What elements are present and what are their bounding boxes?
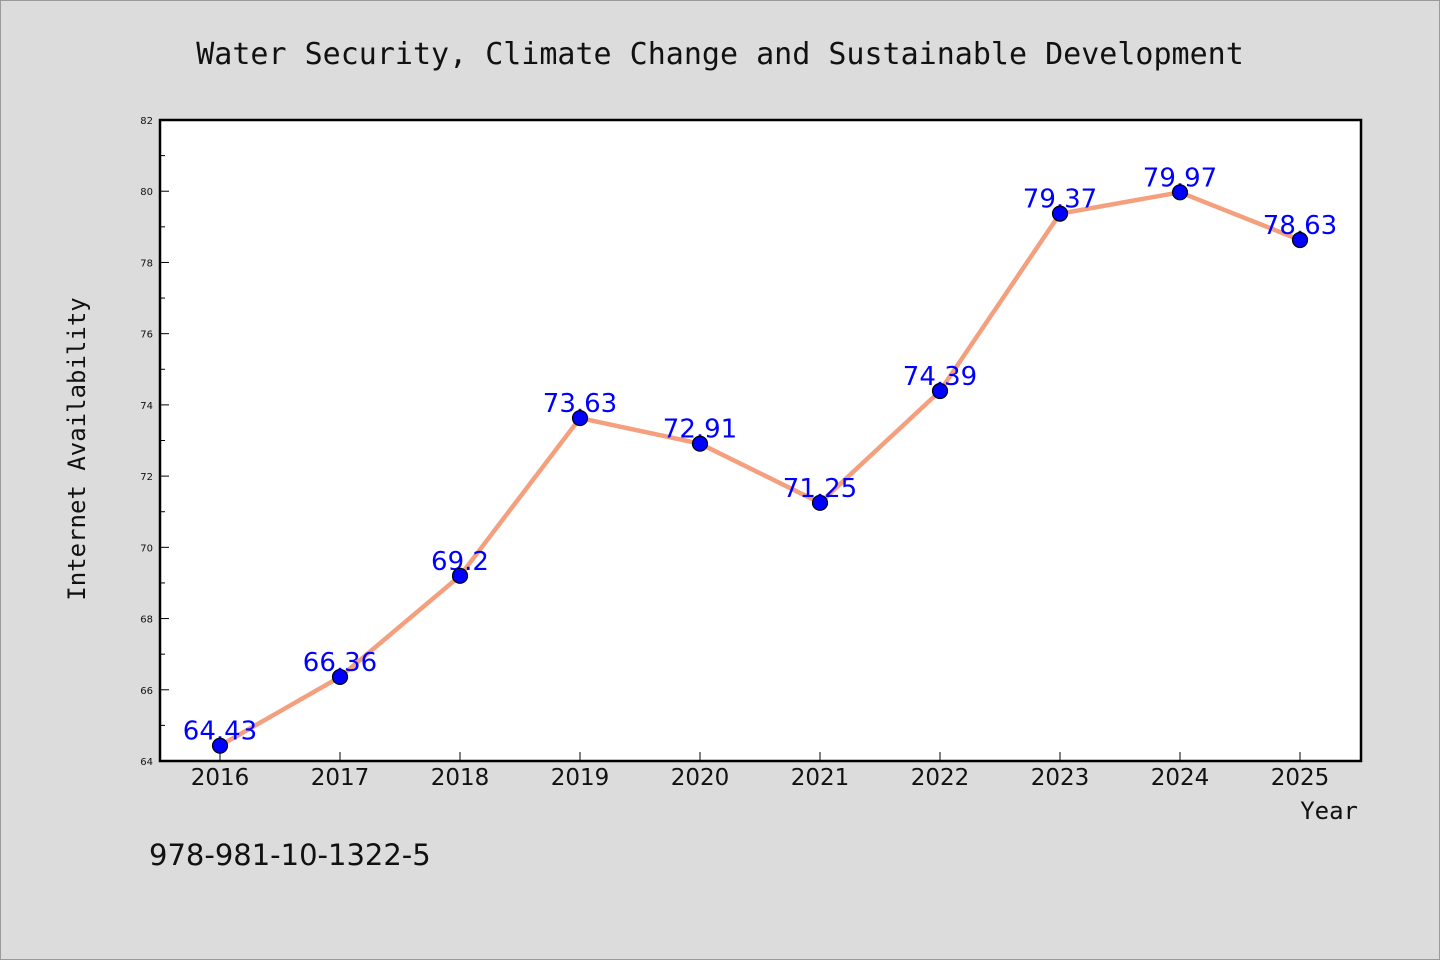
data-point (811, 494, 829, 511)
data-point (211, 737, 229, 754)
data-point (571, 409, 589, 427)
data-point (451, 567, 469, 584)
data-point (1051, 205, 1069, 222)
chart-title: Water Security, Climate Change and Susta… (196, 37, 1244, 72)
x-tick-label: 2016 (191, 765, 250, 791)
y-tick-label: 78 (140, 258, 153, 269)
y-axis: 64 66 68 70 72 74 76 78 80 82 (140, 116, 169, 768)
x-axis: 2016 2017 2018 2019 2020 2021 2022 2023 2024 2025 (191, 752, 1330, 791)
plot-area (158, 118, 1363, 763)
data-point (331, 668, 349, 686)
x-tick-label: 2018 (431, 765, 490, 791)
x-tick-label: 2024 (1151, 765, 1210, 791)
x-axis-label: Year (1300, 797, 1358, 825)
data-point (931, 382, 949, 400)
y-tick-label: 70 (140, 543, 153, 554)
y-tick-label: 66 (140, 686, 153, 697)
x-tick-label: 2025 (1271, 765, 1330, 791)
series-line (217, 190, 1303, 748)
data-markers (211, 184, 1309, 754)
x-tick-label: 2020 (671, 765, 730, 791)
data-point (691, 435, 709, 452)
x-tick-label: 2023 (1031, 765, 1090, 791)
y-tick-label: 74 (140, 401, 153, 412)
x-tick-label: 2022 (911, 765, 970, 791)
data-point (1171, 184, 1189, 201)
isbn-footer: 978-981-10-1322-5 (149, 838, 431, 872)
x-tick-label: 2021 (791, 765, 850, 791)
y-axis-label: Internet Availability (63, 297, 91, 600)
y-tick-label: 64 (140, 757, 153, 768)
x-tick-label: 2019 (551, 765, 610, 791)
y-tick-label: 82 (140, 116, 153, 127)
y-tick-label: 72 (140, 472, 153, 483)
y-tick-label: 76 (140, 330, 153, 341)
y-tick-label: 80 (140, 187, 153, 198)
data-point (1291, 231, 1309, 249)
y-tick-label: 68 (140, 615, 153, 626)
x-tick-label: 2017 (311, 765, 370, 791)
